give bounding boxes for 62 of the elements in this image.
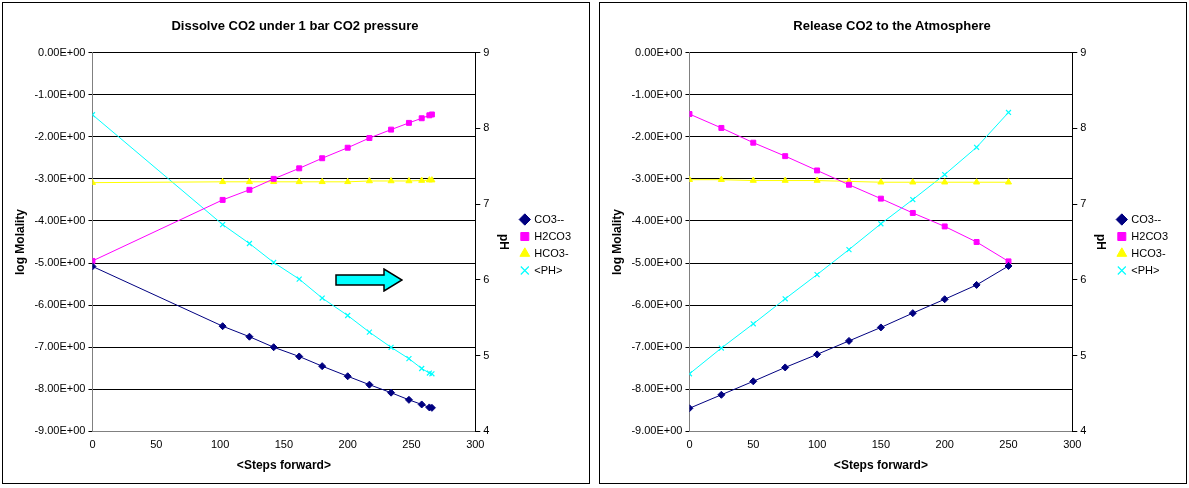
chart-title: Dissolve CO2 under 1 bar CO2 pressure [171,18,419,34]
x-tick-label: 150 [274,438,294,451]
x-tick-label: 300 [466,438,485,451]
legend-label: HCO3- [1131,246,1166,259]
x-tick-label: 200 [338,438,357,451]
y-tick-label: -1.00E+00 [34,87,86,100]
legend-label: H2CO3 [1131,229,1169,242]
y-tick-label: -5.00E+00 [34,256,86,269]
x-axis-title: <Steps forward> [236,458,331,473]
y-tick-label: -7.00E+00 [631,340,683,353]
y2-tick-label: 8 [1080,121,1087,134]
y-tick-label: -1.00E+00 [631,87,683,100]
y2-axis-title: pH [497,234,512,250]
y-tick-label: 0.00E+00 [38,45,86,58]
y2-tick-label: 4 [1080,424,1087,437]
y2-tick-label: 5 [483,348,490,361]
chart-title: Release CO2 to the Atmosphere [793,18,991,34]
y-tick-label: -7.00E+00 [34,340,86,353]
y-tick-label: -2.00E+00 [34,129,86,142]
y-tick-label: -4.00E+00 [631,213,683,226]
legend-label: <PH> [534,263,563,276]
x-tick-label: 150 [871,438,891,451]
legend-label: H2CO3 [534,229,572,242]
legend-label: <PH> [1131,263,1160,276]
y2-axis-title: pH [1094,234,1109,250]
x-axis-title: <Steps forward> [833,458,928,473]
y-tick-label: -4.00E+00 [34,213,86,226]
x-tick-label: 300 [1063,438,1082,451]
x-tick-label: 0 [89,438,96,451]
y2-tick-label: 7 [483,197,490,210]
y-tick-label: -9.00E+00 [631,424,683,437]
y2-tick-label: 9 [483,45,490,58]
x-tick-label: 50 [150,438,163,451]
y2-tick-label: 6 [483,272,490,285]
y-tick-label: -3.00E+00 [34,171,86,184]
y2-tick-label: 6 [1080,272,1087,285]
y-tick-label: -8.00E+00 [631,382,683,395]
y-tick-label: -6.00E+00 [631,298,683,311]
y-axis-title: log Molality [609,208,624,275]
y-tick-label: -9.00E+00 [34,424,86,437]
x-tick-label: 100 [807,438,827,451]
y2-tick-label: 5 [1080,348,1087,361]
y2-tick-label: 9 [1080,45,1087,58]
y-tick-label: 0.00E+00 [635,45,683,58]
x-tick-label: 200 [935,438,954,451]
legend-label: CO3-- [534,212,565,225]
y2-tick-label: 7 [1080,197,1087,210]
x-tick-label: 250 [402,438,421,451]
x-tick-label: 100 [210,438,230,451]
legend-label: HCO3- [534,246,569,259]
y-tick-label: -2.00E+00 [631,129,683,142]
legend-label: CO3-- [1131,212,1162,225]
y-tick-label: -6.00E+00 [34,298,86,311]
x-tick-label: 0 [686,438,693,451]
y-tick-label: -8.00E+00 [34,382,86,395]
y2-tick-label: 4 [483,424,490,437]
x-tick-label: 250 [999,438,1018,451]
x-tick-label: 50 [747,438,760,451]
y-tick-label: -3.00E+00 [631,171,683,184]
y2-tick-label: 8 [483,121,490,134]
y-axis-title: log Molality [12,208,27,275]
y-tick-label: -5.00E+00 [631,256,683,269]
